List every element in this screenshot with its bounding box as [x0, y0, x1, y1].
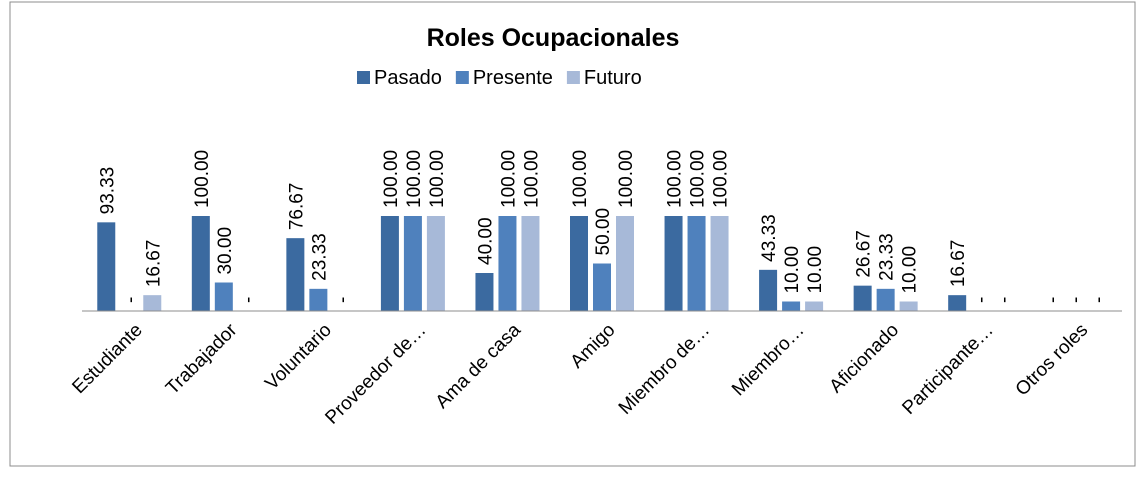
x-tick-label: Miembro…	[728, 320, 809, 401]
bar	[948, 295, 967, 311]
value-label: 10.00	[900, 246, 921, 294]
value-label: 100.00	[427, 150, 448, 208]
x-tick-label: Amigo	[567, 320, 620, 373]
legend-swatch	[566, 71, 580, 84]
legend-swatch	[455, 71, 469, 84]
value-label: 16.67	[948, 240, 969, 288]
legend-label: Pasado	[374, 67, 442, 89]
value-label: 23.33	[877, 233, 898, 281]
value-label: -	[1043, 297, 1064, 303]
value-label: 100.00	[521, 150, 542, 208]
value-label: -	[1066, 297, 1087, 303]
value-label: 76.67	[286, 183, 307, 231]
value-label: 10.00	[782, 246, 803, 294]
bar	[143, 295, 162, 311]
value-label: 10.00	[805, 246, 826, 294]
x-tick-label: Voluntario	[261, 320, 336, 395]
bar	[687, 216, 706, 311]
bar	[97, 222, 116, 311]
bar	[286, 238, 305, 311]
value-label: 100.00	[404, 150, 425, 208]
value-label: 100.00	[381, 150, 402, 208]
value-label: 100.00	[192, 150, 213, 208]
value-label: 26.67	[854, 230, 875, 278]
bar	[899, 301, 918, 311]
chart-title: Roles Ocupacionales	[427, 24, 680, 52]
bar	[616, 216, 634, 311]
bar	[191, 216, 210, 311]
value-label: -	[120, 297, 141, 303]
bar	[570, 216, 588, 311]
x-tick-label: Ama de casa	[432, 319, 526, 413]
value-label: 40.00	[475, 217, 496, 265]
bar	[876, 288, 895, 311]
value-label: -	[332, 297, 353, 303]
bar	[309, 288, 328, 311]
bar	[426, 216, 445, 311]
bar	[805, 301, 824, 311]
value-label: 93.33	[97, 167, 118, 215]
legend-label: Futuro	[584, 67, 642, 89]
bar	[759, 269, 778, 311]
bar	[782, 301, 801, 311]
x-tick-label: Trabajador	[162, 319, 242, 399]
value-label: 100.00	[665, 150, 686, 208]
legend-label: Presente	[473, 67, 553, 89]
bar	[853, 285, 872, 311]
bar	[475, 273, 494, 311]
value-label: -	[1089, 297, 1110, 303]
x-tick-label: Proveedor de…	[321, 320, 430, 429]
bar	[710, 216, 729, 311]
x-tick-label: Miembro de…	[615, 320, 714, 419]
bar	[403, 216, 422, 311]
value-label: 100.00	[688, 150, 709, 208]
value-label: 100.00	[711, 150, 732, 208]
value-label: 100.00	[498, 150, 519, 208]
value-label: 100.00	[570, 150, 591, 208]
bar	[521, 216, 540, 311]
x-tick-label: Participante…	[898, 320, 997, 419]
legend-swatch	[357, 71, 370, 84]
bar	[498, 216, 517, 311]
value-label: -	[971, 297, 992, 303]
bar	[664, 216, 683, 311]
value-label: 30.00	[215, 227, 236, 275]
value-label: -	[238, 297, 259, 303]
bar	[593, 263, 611, 311]
value-label: 43.33	[759, 214, 780, 262]
x-tick-label: Estudiante	[68, 320, 146, 398]
x-tick-label: Aficionado	[826, 320, 904, 398]
value-label: -	[994, 297, 1015, 303]
bar	[380, 216, 399, 311]
value-label: 23.33	[309, 233, 330, 281]
x-tick-label: Otros roles	[1012, 320, 1093, 401]
value-label: 100.00	[616, 150, 637, 208]
value-label: 16.67	[143, 240, 164, 288]
value-label: 50.00	[593, 208, 614, 256]
chart-border	[9, 1, 1136, 467]
bar	[214, 282, 233, 311]
